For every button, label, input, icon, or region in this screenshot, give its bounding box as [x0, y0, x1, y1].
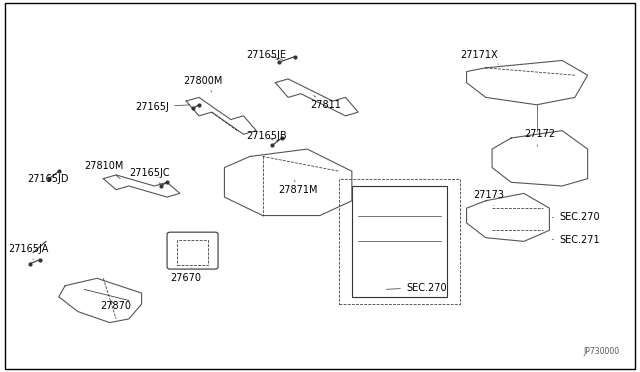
Text: 27670: 27670 [170, 268, 201, 283]
Text: SEC.270: SEC.270 [387, 283, 447, 292]
Text: 27172: 27172 [524, 129, 555, 146]
Text: SEC.270: SEC.270 [552, 212, 600, 222]
Text: 27173: 27173 [473, 190, 504, 206]
Text: 27871M: 27871M [278, 180, 318, 195]
Text: 27800M: 27800M [183, 76, 222, 92]
Text: 27165JD: 27165JD [27, 174, 68, 184]
Text: 27165J: 27165J [135, 102, 190, 112]
Text: SEC.271: SEC.271 [552, 234, 600, 244]
Text: 27171X: 27171X [460, 50, 499, 64]
Bar [352, 186, 447, 297]
Text: 27165JA: 27165JA [8, 244, 48, 260]
Text: 27810M: 27810M [84, 161, 124, 179]
Text: 27165JB: 27165JB [246, 131, 287, 141]
Text: 27870: 27870 [100, 301, 131, 311]
Text: 27165JC: 27165JC [129, 168, 170, 184]
Bar [339, 179, 460, 304]
Text: 27811: 27811 [310, 96, 341, 110]
Bar [177, 240, 209, 265]
Text: JP730000: JP730000 [584, 347, 620, 356]
Text: 27165JE: 27165JE [246, 50, 287, 60]
